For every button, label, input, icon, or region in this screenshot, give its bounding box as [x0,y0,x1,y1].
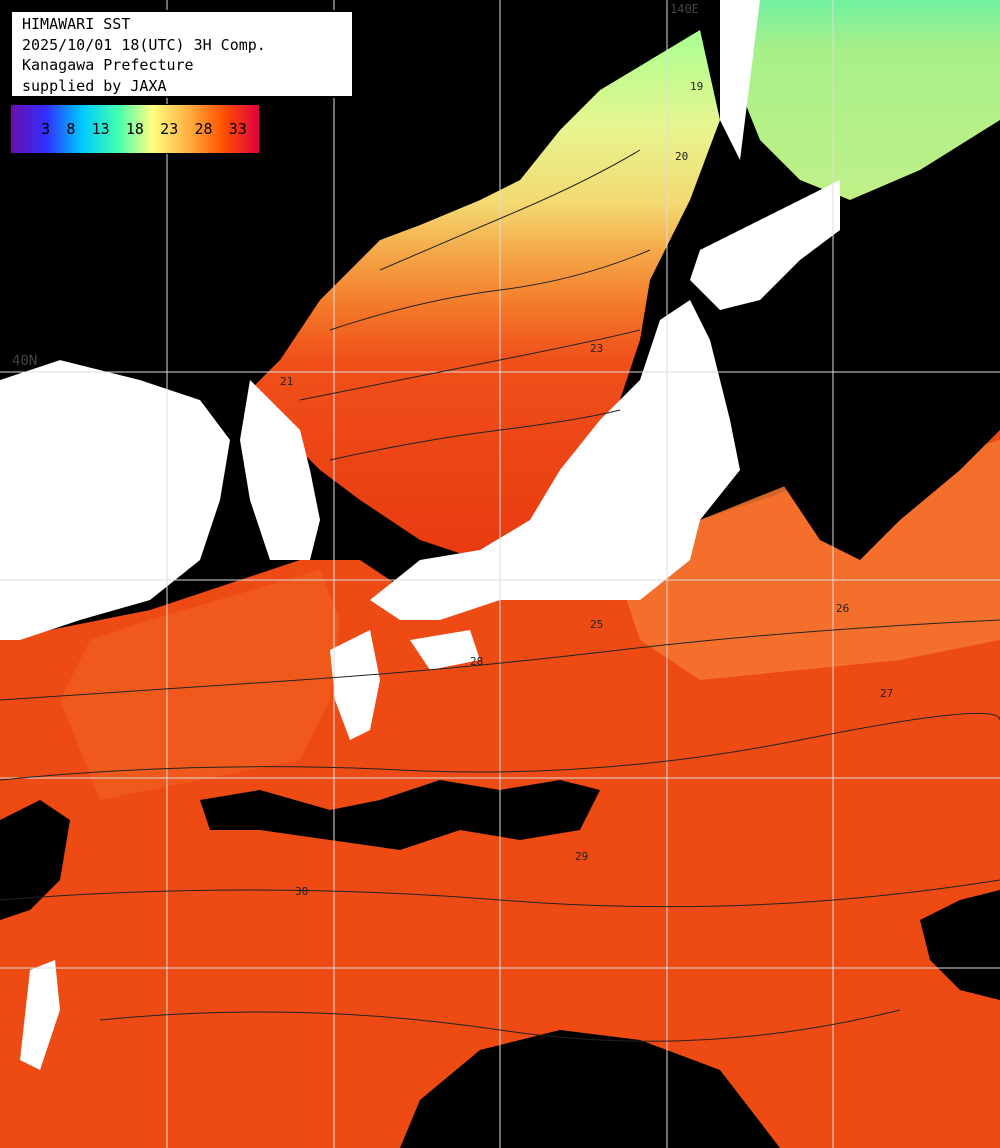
scale-label: 33 [228,120,247,138]
east-china-sea [60,570,340,800]
hokkaido [690,180,840,310]
honshu [370,300,740,620]
scale-label: 28 [194,120,213,138]
contour-label: 26 [836,602,849,615]
scale-label: 13 [91,120,110,138]
contour-label: 27 [880,687,893,700]
contour-label: 21 [280,375,293,388]
korea-peninsula [240,380,320,560]
scale-label: 8 [66,120,76,138]
contour-label: 20 [675,150,688,163]
cloud-patch-east [730,240,1000,560]
cloud-patch-right [920,890,1000,1000]
title-line-3: Kanagawa Prefecture [22,56,194,74]
title-line-2: 2025/10/01 18(UTC) 3H Comp. [22,35,266,54]
longitude-label: 140E [670,2,699,16]
shikoku [410,630,480,670]
contour-label: 30 [295,885,308,898]
contour-label: 28 [470,655,483,668]
sst-contours [0,149,1000,1042]
contour-label: 25 [590,618,603,631]
sakhalin [720,0,760,160]
title-box: HIMAWARI SST 2025/10/01 18(UTC) 3H Comp.… [10,10,354,98]
cloud-patch-south [400,1030,780,1148]
color-scale: 3 8 13 18 23 28 33 [10,104,260,154]
cloud-patch-east-china [0,800,70,920]
contour-label: 23 [590,342,603,355]
scale-label: 18 [125,120,144,138]
china-coast [0,360,230,640]
title-line-1: HIMAWARI SST [22,15,131,33]
contour-label: 29 [575,850,588,863]
contour-labels: 19 20 21 23 25 26 27 28 29 30 [280,80,893,898]
title-line-4: supplied by JAXA [22,76,167,95]
latitude-label: 40N [12,353,38,369]
scale-label: 23 [160,120,179,138]
taiwan [20,960,60,1070]
scale-label: 3 [41,120,51,138]
kyushu [330,630,380,740]
asia-landmass [0,0,700,400]
contour-label: 19 [690,80,703,93]
okhotsk-sea [740,0,1000,200]
